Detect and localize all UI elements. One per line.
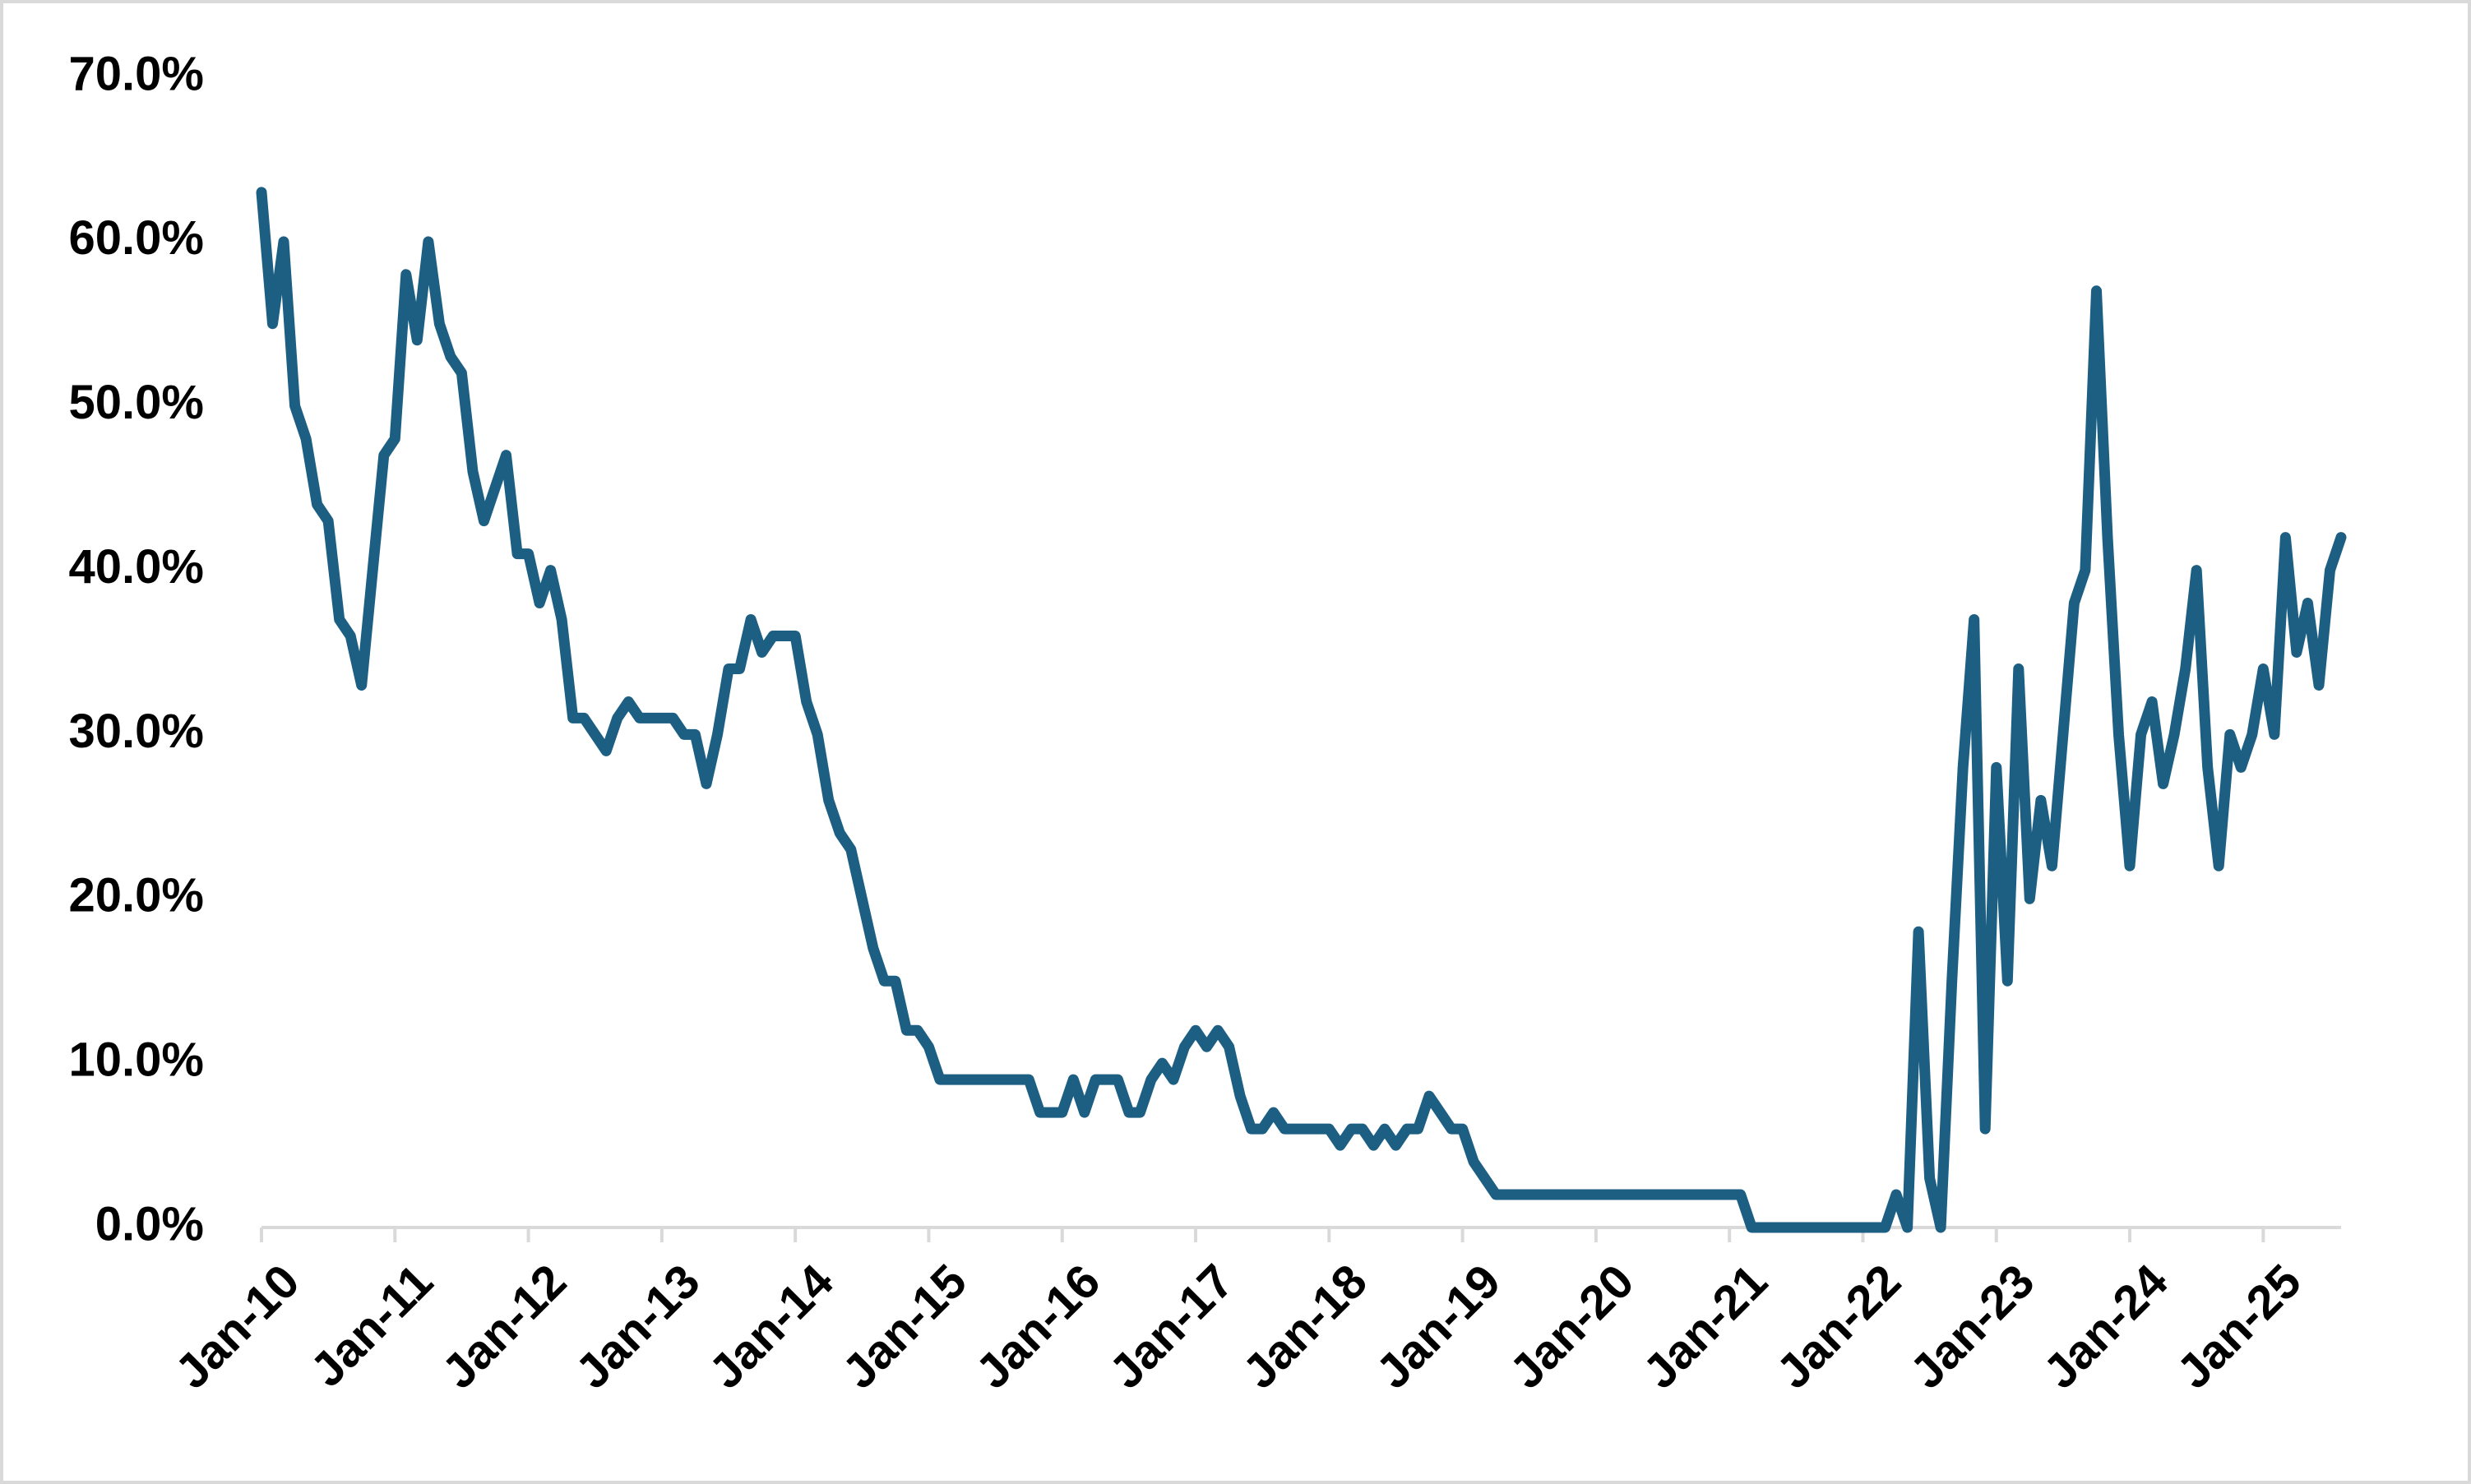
y-tick-label: 30.0% bbox=[69, 705, 204, 758]
y-tick-label: 40.0% bbox=[69, 540, 204, 594]
y-tick-label: 0.0% bbox=[95, 1197, 204, 1251]
y-tick-label: 10.0% bbox=[69, 1033, 204, 1086]
y-tick-label: 50.0% bbox=[69, 376, 204, 429]
y-tick-label: 70.0% bbox=[69, 47, 204, 100]
y-tick-label: 60.0% bbox=[69, 211, 204, 265]
line-series bbox=[256, 187, 2347, 1233]
y-tick-label: 20.0% bbox=[69, 869, 204, 922]
